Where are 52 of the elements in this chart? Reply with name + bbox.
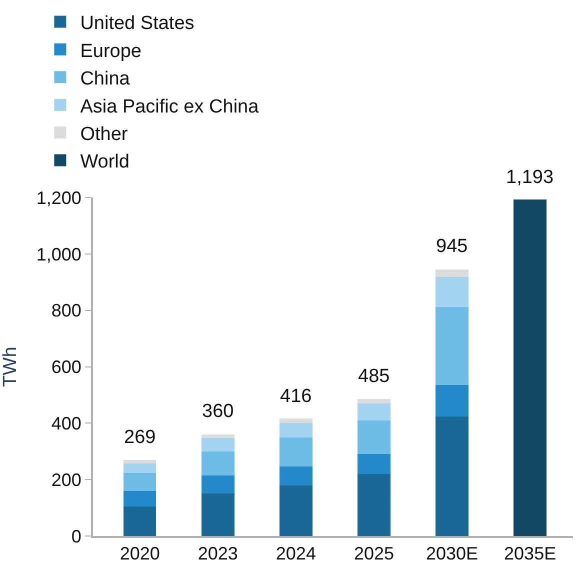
x-tick-label: 2023 <box>198 544 238 564</box>
total-label: 945 <box>436 236 468 257</box>
bar <box>436 269 468 278</box>
bar <box>123 464 156 474</box>
y-tick-label: 600 <box>51 357 82 378</box>
y-tick-label: 0 <box>71 526 82 546</box>
x-tick-label: 2025 <box>354 544 394 564</box>
bar <box>436 416 468 536</box>
bar <box>280 486 312 536</box>
y-tick-label: 1,200 <box>36 188 82 208</box>
bar <box>280 422 312 438</box>
x-tick-label: 2024 <box>276 544 316 564</box>
bar <box>123 460 156 464</box>
bar <box>280 438 312 466</box>
bar <box>201 438 234 452</box>
bar <box>358 404 390 421</box>
x-tick-label: 2035E <box>504 544 556 564</box>
total-label: 269 <box>124 427 156 448</box>
y-tick-label: 200 <box>51 470 82 490</box>
y-tick-label: 1,000 <box>36 244 82 264</box>
bar <box>280 418 312 423</box>
x-tick-label: 2020 <box>120 544 160 564</box>
bar <box>201 451 234 476</box>
bar <box>514 200 546 536</box>
y-tick-label: 800 <box>51 300 82 321</box>
y-axis-title: TWh <box>0 346 21 387</box>
legend-label: Asia Pacific ex China <box>80 96 260 118</box>
bar <box>436 307 468 386</box>
bar <box>201 475 234 494</box>
y-tick-label: 400 <box>51 413 82 434</box>
bar <box>280 466 312 486</box>
x-tick-label: 2030E <box>426 544 478 564</box>
total-label: 416 <box>280 386 312 407</box>
legend-label: World <box>80 152 130 173</box>
bar <box>201 434 234 438</box>
bar <box>123 473 156 491</box>
legend-label: Europe <box>80 40 142 62</box>
bar <box>123 490 156 507</box>
bar <box>201 494 234 536</box>
total-label: 1,193 <box>506 167 554 188</box>
total-label: 360 <box>202 401 234 422</box>
total-label: 485 <box>358 366 390 387</box>
bar <box>436 277 468 307</box>
legend-label: United States <box>80 13 194 34</box>
bar <box>123 506 156 536</box>
bar <box>436 385 468 417</box>
bar <box>358 420 390 454</box>
legend-label: Other <box>80 124 128 145</box>
bar <box>358 474 390 536</box>
bar <box>358 454 390 474</box>
legend-label: China <box>80 68 130 90</box>
bar <box>358 399 390 404</box>
